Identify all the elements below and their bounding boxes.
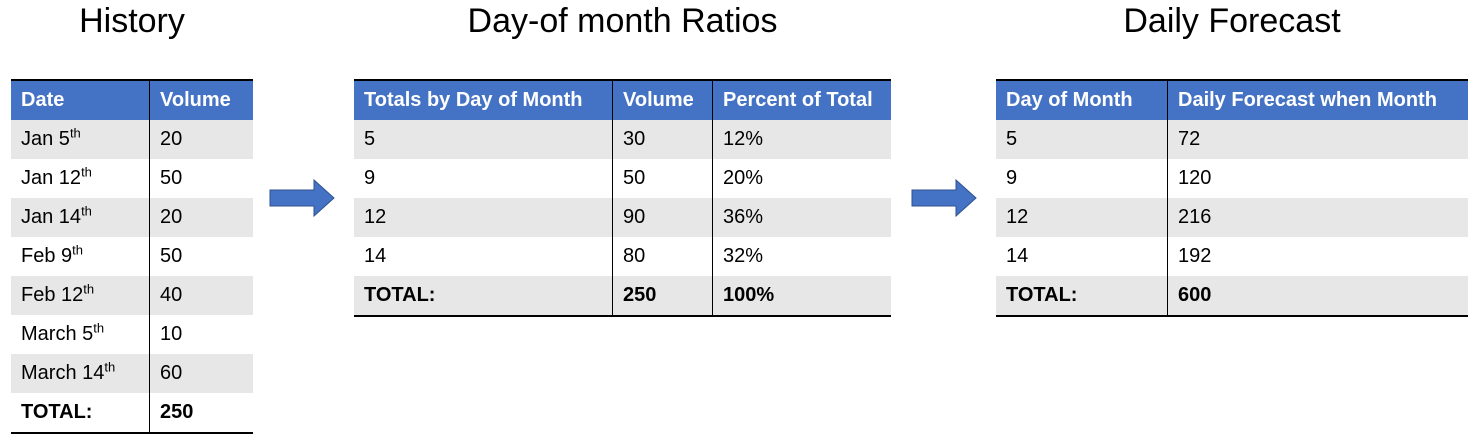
table-cell: TOTAL: <box>21 401 93 423</box>
table: Totals by Day of Month Volume Percent of T… <box>354 79 891 317</box>
table-row: 5 30 12% <box>354 120 891 159</box>
table-cell: 9 <box>1006 167 1018 189</box>
header-row: Totals by Day of Month Volume Percent of T… <box>354 81 891 120</box>
table-row: March 5th 10 <box>11 315 253 354</box>
table-cell: 32% <box>712 237 891 276</box>
table: Day of Month Daily Forecast when Month 5 72… <box>996 79 1468 317</box>
table-row: Jan 12th 50 <box>11 159 253 198</box>
table-cell: 40 <box>149 276 253 315</box>
table-cell: 90 <box>612 198 712 237</box>
table-cell: Day of Month <box>1006 89 1133 111</box>
table-cell: 72 <box>1167 120 1468 159</box>
table-cell: 80 <box>612 237 712 276</box>
cell-text: Jan 5 <box>21 128 70 150</box>
table-cell: 36% <box>712 198 891 237</box>
table-cell: 14 <box>364 245 387 267</box>
table-cell: 12% <box>712 120 891 159</box>
table-cell: Percent of Total <box>712 81 891 120</box>
section-title: Daily Forecast <box>1123 2 1341 40</box>
table-cell: 192 <box>1167 237 1468 276</box>
table-cell: 20 <box>149 120 253 159</box>
cell-text: Jan 12 <box>21 167 82 189</box>
table-cell: 20 <box>149 198 253 237</box>
table-cell: 50 <box>149 159 253 198</box>
table-row: Feb 9th 50 <box>11 237 253 276</box>
ordinal-suffix: th <box>81 203 92 219</box>
table-cell: 5 <box>364 128 376 150</box>
table-row: Jan 5th 20 <box>11 120 253 159</box>
cell-text: Feb 12 <box>21 284 84 306</box>
cell-text: Jan 14 <box>21 206 82 228</box>
ordinal-suffix: th <box>104 359 116 375</box>
table-cell: 100% <box>712 276 891 315</box>
table-row: 14 192 <box>996 237 1468 276</box>
table-cell: Daily Forecast when Month <box>1167 81 1468 120</box>
table-cell: 250 <box>612 276 712 315</box>
ordinal-suffix: th <box>93 320 105 336</box>
table-cell: 50 <box>149 237 253 276</box>
table-cell: Feb 12th <box>11 276 149 315</box>
table-cell: 20% <box>712 159 891 198</box>
ordinal-suffix: th <box>72 242 83 258</box>
table-cell: Feb 9th <box>11 237 149 276</box>
cell-text: March 5 <box>21 323 94 345</box>
table-cell: 30 <box>612 120 712 159</box>
section-title: Day-of month Ratios <box>467 2 778 40</box>
table-cell: 5 <box>1006 128 1018 150</box>
table-cell: TOTAL: <box>1006 284 1078 306</box>
table: Date Volume Jan 5th 20 Jan 12th 50 Jan 14th 20 F… <box>11 79 253 434</box>
ordinal-suffix: th <box>81 164 92 180</box>
table-cell: March 5th <box>11 315 149 354</box>
table-cell: 120 <box>1167 159 1468 198</box>
arrow <box>911 178 977 218</box>
table-cell: 600 <box>1167 276 1468 315</box>
table-cell: Volume <box>612 81 712 120</box>
table-cell: 50 <box>612 159 712 198</box>
table-cell: Totals by Day of Month <box>364 89 583 111</box>
table-cell: 9 <box>364 167 376 189</box>
table-row: Jan 14th 20 <box>11 198 253 237</box>
table-row: March 14th 60 <box>11 354 253 393</box>
ordinal-suffix: th <box>83 281 95 297</box>
table-row: 9 120 <box>996 159 1468 198</box>
table-cell: March 14th <box>11 354 149 393</box>
table-cell: Date <box>21 89 65 111</box>
header-row: Day of Month Daily Forecast when Month <box>996 81 1468 120</box>
table-cell: 12 <box>1006 206 1029 228</box>
table-row: 9 50 20% <box>354 159 891 198</box>
section-title: History <box>79 2 185 40</box>
cell-text: March 14 <box>21 362 105 384</box>
table-cell: Volume <box>149 81 253 120</box>
table-cell: 10 <box>149 315 253 354</box>
ordinal-suffix: th <box>69 125 81 141</box>
table-cell: Jan 14th <box>11 198 149 237</box>
table-cell: TOTAL: <box>364 284 436 306</box>
header-row: Date Volume <box>11 81 253 120</box>
table-cell: 12 <box>364 206 387 228</box>
table-row: 12 216 <box>996 198 1468 237</box>
table-row: Feb 12th 40 <box>11 276 253 315</box>
table-cell: Jan 5th <box>11 120 149 159</box>
table-cell: 216 <box>1167 198 1468 237</box>
table-row: 12 90 36% <box>354 198 891 237</box>
cell-text: Feb 9 <box>21 245 73 267</box>
table-cell: Jan 12th <box>11 159 149 198</box>
total-row: TOTAL: 600 <box>996 276 1468 315</box>
table-row: 5 72 <box>996 120 1468 159</box>
table-cell: 14 <box>1006 245 1029 267</box>
table-row: 14 80 32% <box>354 237 891 276</box>
arrow <box>269 178 335 218</box>
table-cell: 60 <box>149 354 253 393</box>
total-row: TOTAL: 250 100% <box>354 276 891 315</box>
total-row: TOTAL: 250 <box>11 393 253 432</box>
table-cell: 250 <box>149 393 253 432</box>
